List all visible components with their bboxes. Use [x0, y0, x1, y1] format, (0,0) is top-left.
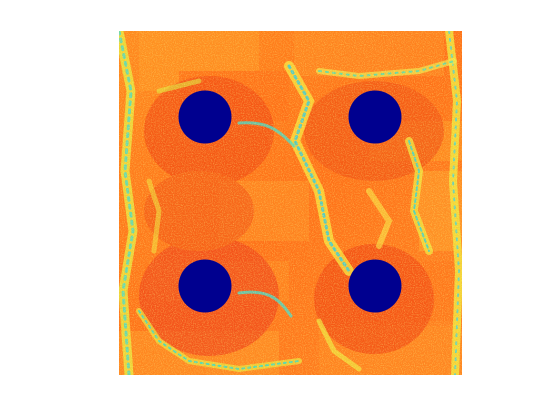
upper-left-disk — [178, 90, 232, 144]
heatmap-image — [119, 31, 462, 375]
grain-red — [119, 31, 462, 375]
upper-right-disk — [348, 90, 402, 144]
lower-right-disk — [348, 259, 402, 313]
lower-left-disk — [178, 259, 232, 313]
disks — [178, 90, 402, 313]
